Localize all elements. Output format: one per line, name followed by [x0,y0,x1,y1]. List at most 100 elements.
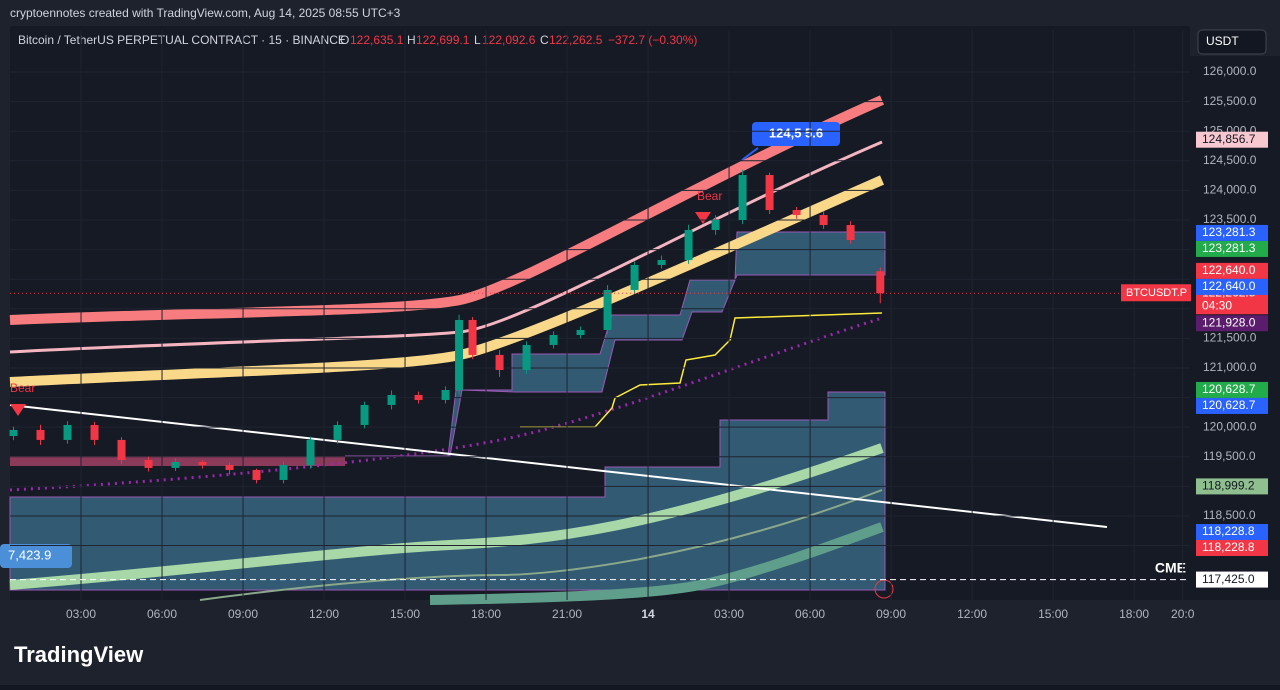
candle-body [738,175,747,220]
candle-body [117,439,126,460]
y-tick-label: 119,500.0 [1203,449,1256,463]
candle-body [252,469,261,480]
price-label [1196,278,1268,295]
callout [752,122,840,146]
candle-body [90,424,99,440]
candle-body [171,461,180,468]
trend-line [9,404,1108,528]
candle-body [603,289,612,330]
band [9,443,884,590]
y-tick-label: 124,000.0 [1203,183,1257,197]
bear-marker [10,404,26,416]
step-line [520,312,883,428]
x-tick-label: 20:0 [1171,607,1195,621]
change: −372.7 (−0.30%) [608,33,697,47]
attribution: cryptoennotes created with TradingView.c… [10,6,401,20]
candle-body [63,424,72,440]
price-label-text: 122,640.0 [1202,263,1256,277]
ohlc-value: 122,262.5 [549,33,603,47]
candle-body [495,354,504,370]
symbol: Bitcoin / TetherUS PERPETUAL CONTRACT · … [18,33,346,47]
candle-body [576,329,585,336]
price-label-text: 120,628.7 [1202,398,1256,412]
candle-body [657,260,666,265]
axes: 03:00 06:00 09:00 12:00 15:00 18:00 21:00 14 03:… [66,64,1268,621]
y-tick-label: 126,000.0 [1203,64,1257,78]
x-tick-label: 06:00 [795,607,825,621]
y-tick-label: 125,500.0 [1203,94,1257,108]
candle-body [711,220,720,231]
bear-label: Bear [10,381,35,395]
x-tick-label: 18:00 [1119,607,1149,621]
price-label-text: 120,628.7 [1202,382,1256,396]
ohlc-value: 122,092.6 [482,33,536,47]
y-tick-label: 121,000.0 [1203,360,1257,374]
candle-body [765,175,774,210]
candle-body [387,394,396,405]
price-label-text: 124,856.7 [1202,132,1256,146]
candle-body [360,404,369,425]
x-tick-label: 03:00 [714,607,744,621]
x-tick-label: 18:00 [471,607,501,621]
band [429,522,884,605]
currency-button[interactable] [1197,29,1267,55]
symbol-label: BTCUSDT.P [1126,287,1187,299]
x-tick-label: 09:00 [876,607,906,621]
candle-body [441,389,450,400]
candle-body [306,439,315,465]
price-label [1196,262,1268,279]
ohlc-value: 122,699.1 [416,33,470,47]
y-tick-label: 118,500.0 [1203,508,1256,522]
price-label [1196,571,1268,588]
price-label [1196,131,1268,148]
price-label [1196,524,1268,541]
brand: TradingView [14,642,144,667]
candle-body [684,230,693,261]
candle-body [9,429,18,437]
y-tick-label: 121,500.0 [1203,331,1257,345]
x-tick-label: 09:00 [228,607,258,621]
price-label-text: 121,928.0 [1202,315,1256,329]
price-label [1196,315,1268,332]
candle-body [468,319,477,355]
y-tick-label: 124,500.0 [1203,153,1257,167]
price-label [1196,478,1268,495]
cloud [345,231,886,457]
candle-body [198,461,207,465]
candle-body [846,225,855,241]
legend: Bitcoin / TetherUS PERPETUAL CONTRACT · … [18,33,697,47]
price-label [1196,397,1268,414]
price-label-text: 118,228.8 [1202,540,1255,554]
zone [10,456,345,466]
price-label [1196,381,1268,398]
x-tick-label: 06:00 [147,607,177,621]
countdown: 04:30 [1202,298,1232,312]
candle-body [819,215,828,226]
ohlc-key: C [540,33,549,47]
level-tag [0,544,72,568]
candle-body [144,459,153,468]
level-label: 7,423.9 [8,547,51,562]
y-tick-label: 123,500.0 [1203,212,1257,226]
x-tick-label: 15:00 [1038,607,1068,621]
currency[interactable]: USDT [1206,34,1239,48]
x-tick-label: 14 [641,607,655,621]
callout-pointer [741,147,759,161]
x-tick-label: 15:00 [390,607,420,621]
candle-body [549,335,558,345]
price-label [1196,240,1268,257]
candle-body [225,464,234,470]
cloud [9,391,886,591]
price-label-text: 118,999.2 [1202,479,1255,493]
bear-label: Bear [697,189,722,203]
bear-marker [695,212,711,224]
price-label [1196,540,1268,557]
plot [9,30,1190,600]
symbol-tag [1121,284,1191,302]
y-tick-label: 120,000.0 [1203,419,1257,433]
candle-body [455,319,464,390]
price-label-text: 122,640.0 [1202,279,1256,293]
candle-body [414,394,423,400]
